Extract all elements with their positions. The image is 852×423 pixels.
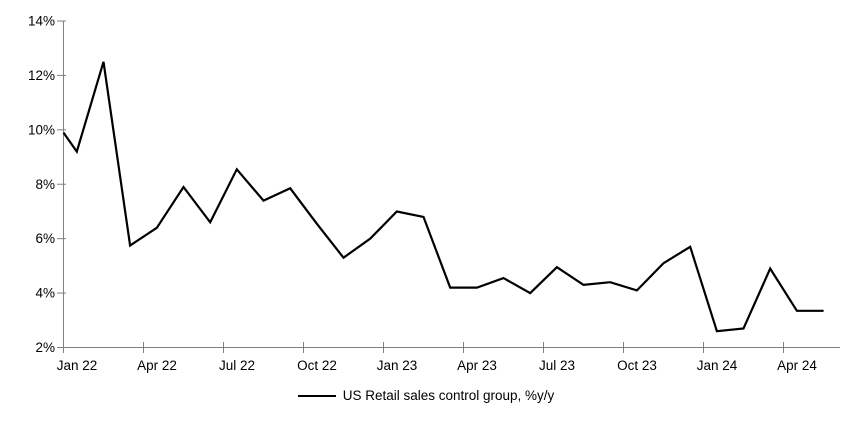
x-axis-tick-label: Oct 23 <box>617 358 657 373</box>
x-axis-tick-label: Apr 24 <box>777 358 817 373</box>
y-axis-tick-label: 4% <box>35 286 55 301</box>
x-axis-tick-label: Oct 22 <box>297 358 337 373</box>
x-axis-tick-label: Jan 22 <box>57 358 98 373</box>
chart-legend: US Retail sales control group, %y/y <box>0 388 852 403</box>
y-axis-tick-label: 2% <box>35 340 55 355</box>
y-axis-tick-label: 6% <box>35 231 55 246</box>
x-axis-tick-label: Jan 24 <box>697 358 738 373</box>
x-axis-tick-label: Apr 23 <box>457 358 497 373</box>
x-axis-tick-label: Jul 22 <box>219 358 255 373</box>
x-axis-tick-label: Jan 23 <box>377 358 418 373</box>
chart-plot-area: 2% 4% 6% 8% 10% 12% 14% Jan 22 Apr 22 Jul 22 Oct 2… <box>28 14 840 373</box>
x-axis-tick-label: Jul 23 <box>539 358 575 373</box>
y-axis-tick-label: 8% <box>35 177 55 192</box>
y-axis-tick-label: 14% <box>28 14 55 29</box>
y-axis-tick-label: 10% <box>28 122 55 137</box>
x-axis-tick-label: Apr 22 <box>137 358 177 373</box>
legend-label: US Retail sales control group, %y/y <box>342 388 555 403</box>
data-line-retail-sales <box>62 61 824 333</box>
y-axis-tick-label: 12% <box>28 68 55 83</box>
legend-line-swatch <box>297 394 336 397</box>
